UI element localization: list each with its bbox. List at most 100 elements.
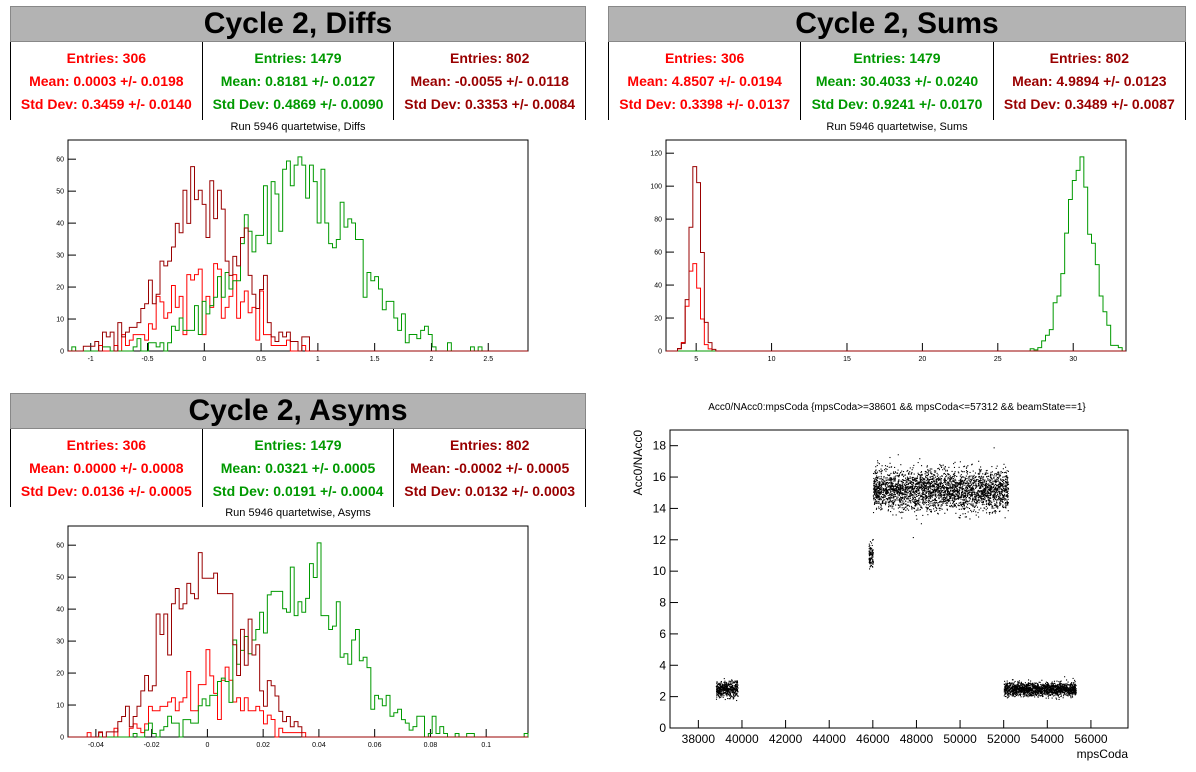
scatter-point: [991, 474, 993, 476]
scatter-point: [1055, 691, 1057, 693]
scatter-point: [973, 478, 975, 480]
scatter-point: [980, 495, 982, 497]
scatter-point: [1070, 691, 1073, 693]
scatter-point: [900, 492, 902, 494]
scatter-point: [716, 690, 718, 692]
scatter-point: [1055, 697, 1057, 699]
scatter-point: [921, 489, 923, 491]
scatter-point: [978, 502, 980, 504]
scatter-point: [946, 481, 948, 483]
scatter-point: [980, 477, 982, 479]
scatter-point: [984, 487, 987, 489]
scatter-point: [984, 491, 986, 493]
scatter-point: [953, 484, 955, 486]
scatter-point: [986, 492, 988, 494]
scatter-point: [887, 482, 890, 484]
scatter-point: [876, 481, 878, 483]
scatter-point: [724, 698, 726, 701]
scatter-point: [949, 486, 951, 488]
scatter-point: [915, 499, 917, 501]
scatter-point: [886, 479, 888, 481]
histogram-series-2: [666, 156, 1126, 352]
scatter-point: [933, 508, 935, 510]
scatter-point: [1014, 692, 1016, 694]
y-tick-label: 4: [659, 658, 666, 672]
scatter-point: [1007, 502, 1009, 504]
scatter-point: [977, 493, 979, 495]
scatter-point: [985, 505, 987, 508]
scatter-point: [890, 486, 892, 488]
scatter-point: [1002, 505, 1004, 508]
scatter-point: [872, 539, 874, 541]
scatter-point: [891, 500, 893, 502]
scatter-point: [926, 507, 928, 509]
scatter-point: [959, 514, 961, 516]
scatter-point: [723, 691, 725, 693]
scatter-point: [1010, 684, 1012, 686]
scatter-point: [964, 484, 966, 486]
scatter-point: [910, 480, 912, 483]
scatter-point: [897, 494, 899, 496]
scatter-point: [985, 470, 987, 472]
scatter-point: [982, 477, 984, 479]
scatter-point: [934, 497, 936, 500]
scatter-point: [897, 492, 899, 494]
scatter-point: [726, 686, 728, 688]
scatter-point: [981, 499, 983, 501]
scatter-point: [900, 512, 902, 514]
scatter-point: [982, 498, 984, 500]
scatter-point: [1011, 679, 1014, 681]
scatter-point: [918, 499, 920, 501]
scatter-point: [994, 504, 996, 506]
scatter-point: [1012, 690, 1014, 692]
scatter-point: [965, 506, 968, 508]
scatter-point: [916, 479, 918, 482]
scatter-point: [1001, 500, 1003, 503]
scatter-point: [875, 480, 877, 482]
x-tick-label: -1: [88, 356, 94, 363]
scatter-point: [940, 483, 942, 485]
scatter-point: [899, 484, 902, 486]
scatter-point: [910, 494, 912, 497]
scatter-point: [724, 688, 726, 690]
scatter-point: [955, 485, 957, 487]
scatter-point: [938, 497, 940, 499]
scatter-point: [899, 486, 901, 488]
scatter-point: [954, 495, 956, 498]
scatter-point: [730, 687, 732, 689]
scatter-point: [998, 483, 1000, 486]
scatter-point: [945, 489, 948, 491]
stats-col-green: Entries: 1479 Mean: 30.4033 +/- 0.0240 S…: [801, 42, 994, 120]
scatter-point: [998, 476, 1000, 478]
scatter-point: [941, 486, 943, 489]
scatter-point: [1012, 691, 1014, 693]
scatter-point: [978, 497, 980, 499]
scatter-point: [995, 510, 997, 513]
scatter-point: [983, 490, 985, 492]
scatter-point: [988, 499, 990, 501]
scatter-point: [887, 492, 889, 494]
scatter-point: [940, 494, 943, 496]
scatter-point: [869, 561, 871, 563]
scatter-point: [885, 492, 887, 494]
scatter-point: [1037, 690, 1039, 692]
scatter-point: [961, 488, 963, 491]
scatter-point: [919, 494, 921, 496]
scatter-point: [940, 504, 942, 506]
scatter-point: [1051, 682, 1053, 684]
scatter-point: [934, 499, 936, 502]
scatter-point: [880, 503, 882, 505]
scatter-point: [734, 680, 736, 682]
scatter-point: [952, 499, 954, 501]
scatter-point: [1024, 682, 1026, 684]
scatter-point: [925, 479, 927, 481]
scatter-point: [921, 465, 923, 467]
scatter-point: [875, 496, 877, 498]
scatter-point: [902, 488, 904, 490]
scatter-point: [935, 502, 937, 504]
scatter-point: [898, 479, 900, 481]
scatter-point: [977, 494, 979, 496]
scatter-point: [979, 477, 981, 479]
scatter-point: [883, 490, 885, 492]
scatter-point: [1006, 688, 1008, 690]
